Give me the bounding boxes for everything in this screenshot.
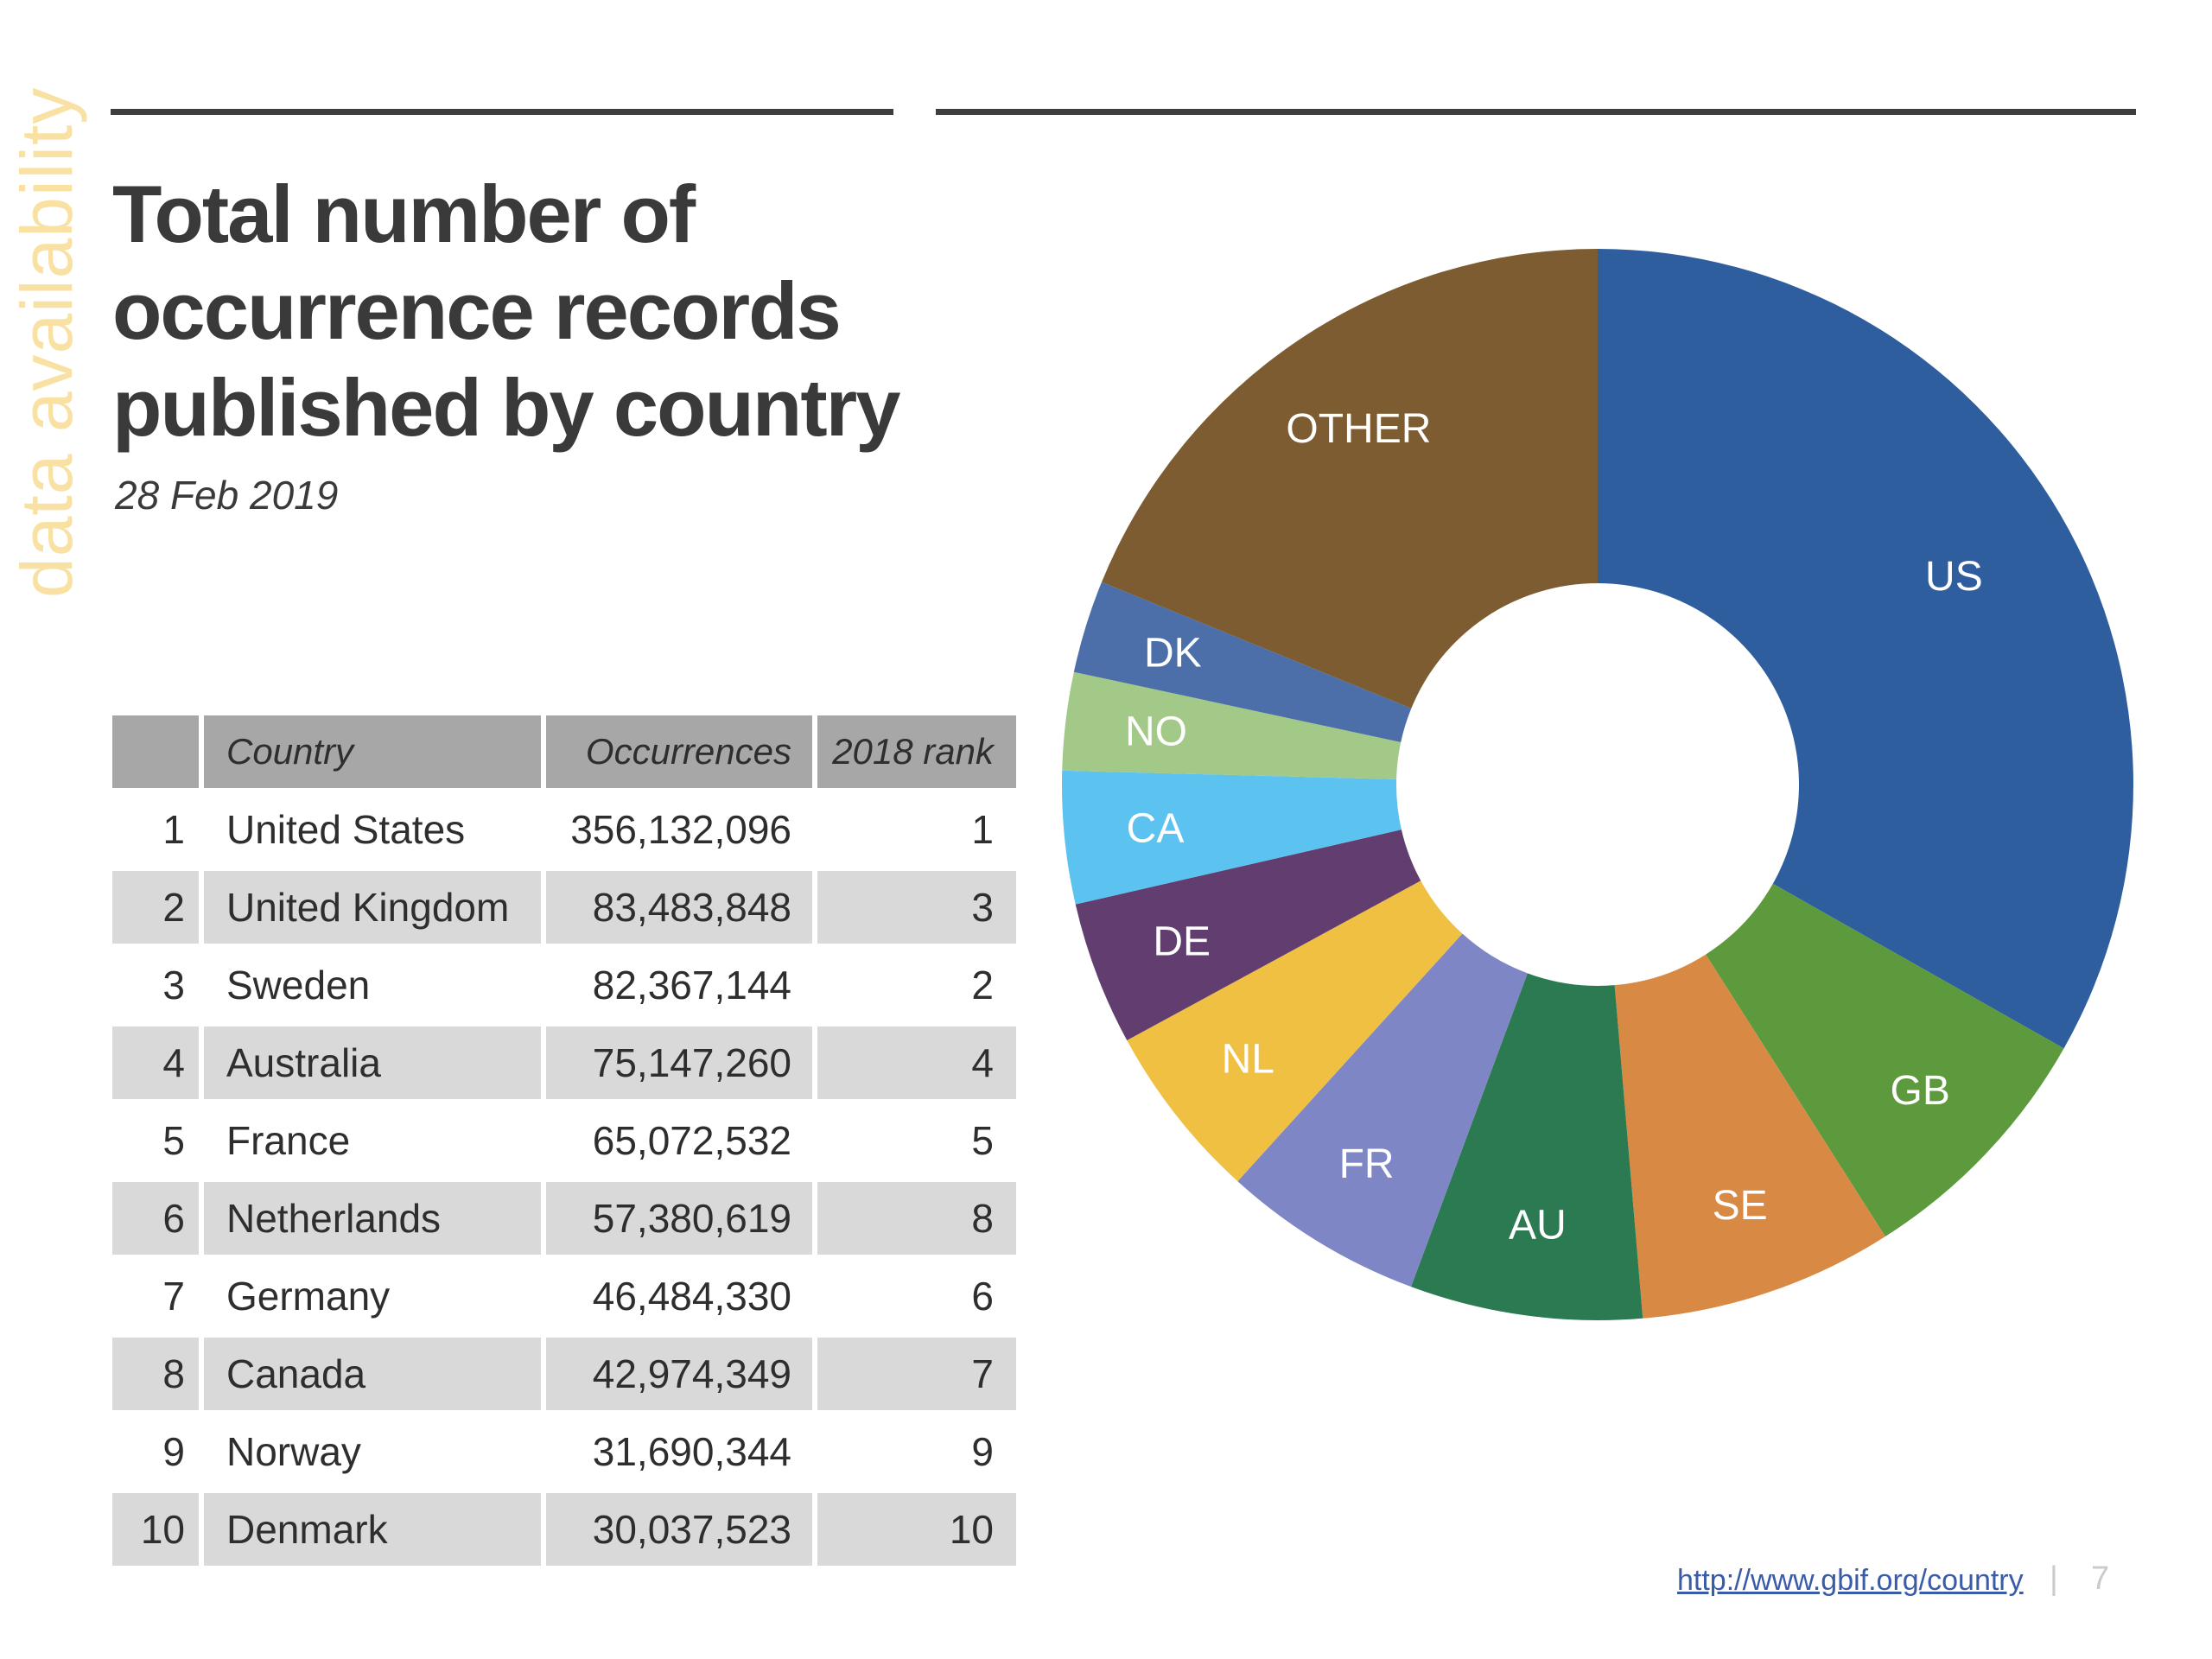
cell-country: United States: [204, 793, 541, 866]
cell-rank: 3: [112, 949, 199, 1021]
cell-occurrences: 83,483,848: [546, 871, 812, 944]
cell-rank: 5: [112, 1104, 199, 1177]
slide-title-line-2: occurrence records: [112, 265, 842, 356]
country-table: Country Occurrences 2018 rank 1 United Stat…: [107, 710, 1021, 1571]
cell-country: United Kingdom: [204, 871, 541, 944]
cell-country: France: [204, 1104, 541, 1177]
cell-occurrences: 82,367,144: [546, 949, 812, 1021]
table-row: 3 Sweden 82,367,144 2: [112, 949, 1016, 1021]
source-link[interactable]: http://www.gbif.org/country: [1677, 1564, 2024, 1597]
cell-2018-rank: 9: [817, 1415, 1016, 1488]
cell-2018-rank: 2: [817, 949, 1016, 1021]
table-row: 8 Canada 42,974,349 7: [112, 1338, 1016, 1410]
pie-slice-label-se: SE: [1713, 1183, 1768, 1229]
cell-2018-rank: 8: [817, 1182, 1016, 1255]
slide-title: Total number of occurrence records publi…: [112, 166, 901, 456]
pie-slice-au: [1411, 973, 1643, 1321]
cell-occurrences: 356,132,096: [546, 793, 812, 866]
slide-date: 28 Feb 2019: [115, 473, 339, 518]
country-table-body: 1 United States 356,132,096 1 2 United Kingdo…: [112, 793, 1016, 1566]
cell-rank: 4: [112, 1027, 199, 1099]
cell-2018-rank: 6: [817, 1260, 1016, 1332]
table-row: 2 United Kingdom 83,483,848 3: [112, 871, 1016, 944]
pie-slice-label-other: OTHER: [1286, 406, 1431, 452]
pie-slice-us: [1598, 249, 2133, 1049]
country-table-wrap: Country Occurrences 2018 rank 1 United Stat…: [107, 710, 1021, 1571]
cell-occurrences: 30,037,523: [546, 1493, 812, 1566]
pie-slice-se: [1614, 954, 1885, 1319]
cell-country: Norway: [204, 1415, 541, 1488]
cell-2018-rank: 1: [817, 793, 1016, 866]
cell-2018-rank: 4: [817, 1027, 1016, 1099]
column-header-rank: [112, 715, 199, 788]
table-row: 9 Norway 31,690,344 9: [112, 1415, 1016, 1488]
pie-slice-de: [1075, 830, 1421, 1041]
pie-slice-label-fr: FR: [1339, 1141, 1395, 1187]
table-row: 7 Germany 46,484,330 6: [112, 1260, 1016, 1332]
table-row: 6 Netherlands 57,380,619 8: [112, 1182, 1016, 1255]
table-row: 1 United States 356,132,096 1: [112, 793, 1016, 866]
cell-country: Sweden: [204, 949, 541, 1021]
cell-rank: 7: [112, 1260, 199, 1332]
table-row: 4 Australia 75,147,260 4: [112, 1027, 1016, 1099]
cell-country: Germany: [204, 1260, 541, 1332]
cell-occurrences: 42,974,349: [546, 1338, 812, 1410]
pie-slice-label-dk: DK: [1144, 631, 1202, 677]
pie-slice-label-gb: GB: [1891, 1068, 1950, 1114]
cell-occurrences: 46,484,330: [546, 1260, 812, 1332]
pie-slice-label-ca: CA: [1127, 806, 1185, 852]
top-rule-left: [111, 109, 893, 115]
slide-title-line-3: published by country: [112, 362, 901, 453]
country-table-head: Country Occurrences 2018 rank: [112, 715, 1016, 788]
cell-occurrences: 65,072,532: [546, 1104, 812, 1177]
table-row: 10 Denmark 30,037,523 10: [112, 1493, 1016, 1566]
cell-2018-rank: 7: [817, 1338, 1016, 1410]
cell-rank: 8: [112, 1338, 199, 1410]
pie-slice-label-us: US: [1925, 554, 1983, 600]
pie-slice-label-nl: NL: [1222, 1036, 1274, 1082]
pie-slice-gb: [1706, 883, 2064, 1237]
top-rule-right: [936, 109, 2136, 115]
cell-occurrences: 31,690,344: [546, 1415, 812, 1488]
pie-slice-no: [1062, 671, 1402, 779]
cell-rank: 10: [112, 1493, 199, 1566]
column-header-country: Country: [204, 715, 541, 788]
cell-2018-rank: 10: [817, 1493, 1016, 1566]
pie-slice-dk: [1073, 582, 1412, 743]
pie-slice-label-no: NO: [1125, 709, 1187, 754]
watermark-data-availability: data availability: [6, 86, 87, 598]
column-header-2018-rank: 2018 rank: [817, 715, 1016, 788]
cell-rank: 2: [112, 871, 199, 944]
pie-slice-label-au: AU: [1509, 1202, 1567, 1248]
pie-slice-other: [1102, 249, 1598, 709]
cell-occurrences: 57,380,619: [546, 1182, 812, 1255]
pie-slice-fr: [1237, 933, 1528, 1287]
page-number: 7: [2091, 1560, 2110, 1597]
cell-occurrences: 75,147,260: [546, 1027, 812, 1099]
pie-slice-nl: [1127, 880, 1463, 1182]
cell-rank: 9: [112, 1415, 199, 1488]
cell-2018-rank: 5: [817, 1104, 1016, 1177]
table-header-row: Country Occurrences 2018 rank: [112, 715, 1016, 788]
cell-country: Australia: [204, 1027, 541, 1099]
column-header-occurrences: Occurrences: [546, 715, 812, 788]
cell-2018-rank: 3: [817, 871, 1016, 944]
cell-rank: 6: [112, 1182, 199, 1255]
donut-chart: US GB SE AU FR NL DE CA NO DK OTHER: [1061, 249, 2133, 1321]
table-row: 5 France 65,072,532 5: [112, 1104, 1016, 1177]
cell-rank: 1: [112, 793, 199, 866]
page-separator: |: [2050, 1560, 2058, 1597]
cell-country: Denmark: [204, 1493, 541, 1566]
cell-country: Canada: [204, 1338, 541, 1410]
slide-title-line-1: Total number of: [112, 168, 696, 259]
pie-slice-ca: [1061, 770, 1402, 905]
cell-country: Netherlands: [204, 1182, 541, 1255]
pie-slice-label-de: DE: [1153, 919, 1211, 965]
